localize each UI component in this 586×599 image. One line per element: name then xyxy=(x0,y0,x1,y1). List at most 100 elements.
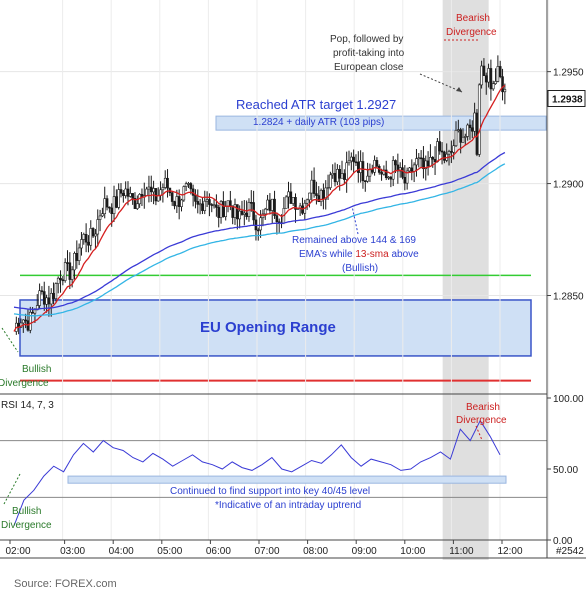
candle-body xyxy=(391,160,395,180)
candle-body xyxy=(170,192,174,202)
candle-body xyxy=(454,129,458,147)
ema-144-line xyxy=(13,151,506,310)
candle-body xyxy=(343,173,346,180)
candle-body xyxy=(429,157,432,167)
candle-body xyxy=(219,201,223,218)
time-tick-label: 08:00 xyxy=(303,546,328,557)
candle-body xyxy=(61,279,65,282)
candle-body xyxy=(243,212,246,215)
candle-body xyxy=(233,204,237,218)
candle-body xyxy=(98,215,102,220)
candle-body xyxy=(333,172,337,183)
candle-body xyxy=(70,269,74,280)
candle-body xyxy=(363,180,367,183)
candle-body xyxy=(77,247,81,261)
candle-body xyxy=(461,136,465,143)
candle-body xyxy=(273,198,276,216)
rsi-bullish-label-2: Divergence xyxy=(1,520,52,531)
atr-target-band xyxy=(215,115,547,131)
candle-body xyxy=(75,253,79,261)
candle-body xyxy=(73,253,76,271)
candle-body xyxy=(352,156,355,163)
rsi-bullish-label-1: Bullish xyxy=(12,506,41,517)
candle-body xyxy=(419,157,423,160)
candle-body xyxy=(80,239,83,249)
candle-body xyxy=(96,219,100,235)
candle-body xyxy=(359,161,362,173)
rsi-bearish-label-1: Bearish xyxy=(466,402,500,413)
candle-body xyxy=(464,136,467,138)
candle-body xyxy=(152,188,155,193)
time-tick-label: 11:00 xyxy=(449,546,474,557)
candle-body xyxy=(210,204,214,206)
candle-body xyxy=(89,228,93,246)
ema-note-2b: 13-sma xyxy=(355,249,389,260)
ema-note-1: Remained above 144 & 169 xyxy=(292,235,416,246)
rsi-title: RSI 14, 7, 3 xyxy=(1,400,54,411)
candle-body xyxy=(368,169,372,177)
ema-note-2a: EMA’s while xyxy=(299,249,355,260)
candle-body xyxy=(305,199,309,204)
pop-line-2: profit-taking into xyxy=(333,48,405,59)
candle-body xyxy=(82,234,86,240)
candle-body xyxy=(24,319,27,322)
candle-body xyxy=(275,215,279,223)
candle-body xyxy=(119,189,123,194)
candle-body xyxy=(356,161,360,173)
candle-body xyxy=(501,76,504,93)
eu-opening-range-zone xyxy=(19,299,532,357)
candle-body xyxy=(68,262,72,280)
candle-body xyxy=(182,186,186,201)
bearish-label-2: Divergence xyxy=(446,27,497,38)
candle-body xyxy=(447,151,451,155)
time-tick-label: 12:00 xyxy=(497,546,522,557)
candle-body xyxy=(405,170,409,184)
candle-body xyxy=(422,157,425,170)
time-tick-label: 06:00 xyxy=(206,546,231,557)
pop-line-1: Pop, followed by xyxy=(330,34,403,45)
candle-body xyxy=(108,206,111,209)
candle-body xyxy=(459,129,462,143)
candle-body xyxy=(203,200,207,211)
candle-body xyxy=(466,124,469,137)
candle-body xyxy=(145,188,148,196)
candle-body xyxy=(131,193,134,199)
candle-body xyxy=(308,192,311,201)
candle-body xyxy=(487,68,490,83)
candle-body xyxy=(366,175,369,182)
ema-note-3: (Bullish) xyxy=(342,263,378,274)
candle-body xyxy=(66,262,69,264)
candle-body xyxy=(484,75,488,83)
rsi-support-zone xyxy=(67,475,507,484)
candle-body xyxy=(231,205,234,218)
candle-body xyxy=(47,297,51,305)
candle-body xyxy=(163,177,167,188)
candle-body xyxy=(45,297,48,305)
candle-body xyxy=(198,203,202,206)
candle-body xyxy=(236,204,239,220)
time-tick-label: 05:00 xyxy=(157,546,182,557)
candle-body xyxy=(291,197,295,204)
sma-13-line xyxy=(13,84,506,332)
ema-arrow xyxy=(351,205,359,235)
candle-body xyxy=(287,191,290,198)
candle-body xyxy=(468,124,472,129)
candle-body xyxy=(410,167,414,172)
candle-body xyxy=(443,151,446,161)
candle-body xyxy=(189,183,193,190)
candle-body xyxy=(412,164,416,172)
candle-body xyxy=(482,65,486,76)
candle-body xyxy=(229,200,232,207)
candle-body xyxy=(224,205,227,217)
candle-body xyxy=(249,202,253,204)
price-tick-label: 1.2950 xyxy=(553,68,584,79)
time-tick-label: 03:00 xyxy=(60,546,85,557)
candle-body xyxy=(40,290,44,293)
candle-body xyxy=(215,204,218,208)
candle-body xyxy=(212,204,216,207)
candle-body xyxy=(184,183,188,187)
candle-body xyxy=(470,127,474,132)
candle-body xyxy=(426,160,430,167)
candle-body xyxy=(187,183,190,185)
candle-body xyxy=(35,305,39,311)
